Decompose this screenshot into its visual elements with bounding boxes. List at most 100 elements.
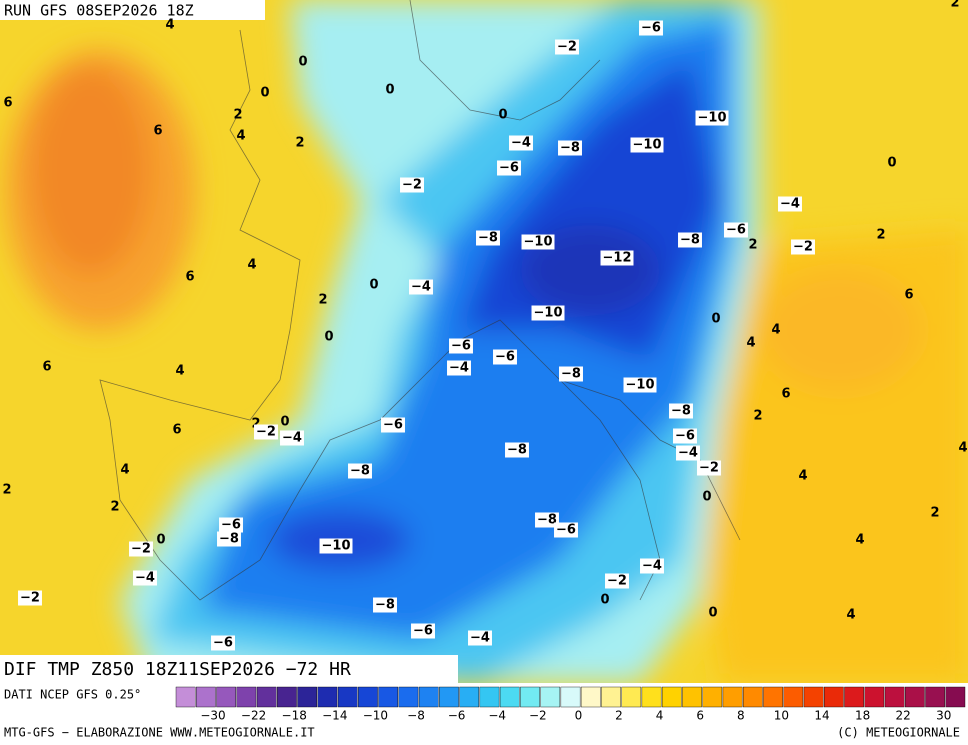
contour-label: 4 <box>120 463 129 478</box>
colorbar-swatch <box>925 686 945 708</box>
label-box <box>639 20 663 36</box>
contour-label: 2 <box>318 293 327 308</box>
contour-label: −8 <box>507 443 527 458</box>
contour-label: 0 <box>708 606 717 621</box>
colorbar-label: 10 <box>774 709 789 723</box>
colorbar-swatch <box>520 686 540 708</box>
label-box <box>254 424 278 440</box>
label-box <box>476 230 500 246</box>
label-box <box>554 522 578 538</box>
contour-label: 0 <box>369 278 378 293</box>
contour-label: 6 <box>153 124 162 139</box>
contour-label: −2 <box>557 40 577 55</box>
contour-label: 0 <box>887 156 896 171</box>
colorbar-swatch <box>499 686 520 708</box>
label-box <box>676 445 700 461</box>
contour-label: −10 <box>698 111 727 126</box>
colorbar-swatch <box>824 686 844 708</box>
colorbar-swatch <box>601 686 621 708</box>
colorbar-swatch <box>256 686 277 708</box>
label-box <box>791 239 815 255</box>
footer-left: MTG-GFS − ELABORAZIONE WWW.METEOGIORNALE… <box>4 726 315 740</box>
colorbar-swatch <box>277 686 297 708</box>
label-box <box>497 160 521 176</box>
contour-label: −6 <box>495 350 515 365</box>
contour-label: −2 <box>20 591 40 606</box>
contour-label: 6 <box>42 360 51 375</box>
contour-label: 6 <box>3 96 12 111</box>
colorbar-label: −10 <box>363 709 388 723</box>
label-box <box>640 558 664 574</box>
contour-label: −8 <box>671 404 691 419</box>
contour-label: 4 <box>771 323 780 338</box>
contour-label: −8 <box>219 532 239 547</box>
colorbar-label: −6 <box>448 709 466 723</box>
label-box <box>558 140 582 156</box>
colorbar: −30 −22 −18 −14 −10 −8 −6 −4 −2 0 2 4 6 8 10 14 18 22 30 <box>175 686 966 723</box>
contour-label: −6 <box>213 636 233 651</box>
contour-label: −4 <box>449 361 469 376</box>
label-box <box>531 305 565 321</box>
contour-label: −10 <box>633 138 662 153</box>
contour-label: 2 <box>876 228 885 243</box>
label-box <box>697 460 721 476</box>
contour-label: −6 <box>221 518 241 533</box>
colorbar-label: −30 <box>200 709 225 723</box>
contour-label: −2 <box>131 542 151 557</box>
colorbar-label: 30 <box>936 709 951 723</box>
contour-label: −2 <box>793 240 813 255</box>
contour-label: 4 <box>746 336 755 351</box>
colorbar-swatch <box>905 686 925 708</box>
map-field <box>0 0 968 683</box>
contour-label: 0 <box>298 55 307 70</box>
contour-label: −4 <box>780 197 800 212</box>
contour-label: −6 <box>675 429 695 444</box>
contour-label: −10 <box>626 378 655 393</box>
colorbar-swatch <box>580 686 601 708</box>
label-box <box>778 196 802 212</box>
contour-label: −4 <box>470 631 490 646</box>
contour-label: −4 <box>678 446 698 461</box>
label-box <box>411 623 435 639</box>
header-bar <box>0 0 265 20</box>
contour-label: −8 <box>680 233 700 248</box>
contour-label: −6 <box>556 523 576 538</box>
colorbar-swatch <box>378 686 399 708</box>
contour-label: −10 <box>534 306 563 321</box>
label-box <box>449 338 473 354</box>
colorbar-swatch <box>358 686 378 708</box>
colorbar-swatch <box>702 686 723 708</box>
contour-label: −8 <box>560 141 580 156</box>
colorbar-swatch <box>945 686 966 708</box>
label-box <box>409 279 433 295</box>
colorbar-swatch <box>641 686 662 708</box>
label-box <box>509 135 533 151</box>
colorbar-swatch <box>297 686 317 708</box>
contour-label: −6 <box>499 161 519 176</box>
label-box <box>280 430 304 446</box>
colorbar-swatch <box>459 686 480 708</box>
label-box <box>673 428 697 444</box>
colorbar-swatch <box>317 686 338 708</box>
colorbar-swatch <box>418 686 439 708</box>
colorbar-swatch <box>479 686 500 708</box>
contour-label: 2 <box>930 506 939 521</box>
contour-label: 2 <box>753 409 762 424</box>
colorbar-swatch <box>439 686 459 708</box>
colorbar-swatch <box>196 686 216 708</box>
colorbar-swatch <box>398 686 419 708</box>
label-box <box>600 250 634 266</box>
colorbar-swatch <box>682 686 702 708</box>
contour-label: −2 <box>256 425 276 440</box>
colorbar-label: 4 <box>656 709 664 723</box>
title-bar <box>0 655 458 683</box>
contour-label: −8 <box>561 367 581 382</box>
run-label: RUN GFS 08SEP2026 18Z <box>4 2 194 20</box>
label-box <box>724 222 748 238</box>
source-label: DATI NCEP GFS 0.25° <box>4 688 141 702</box>
contour-label: 2 <box>110 500 119 515</box>
colorbar-swatch <box>763 686 783 708</box>
colorbar-swatch <box>621 686 642 708</box>
